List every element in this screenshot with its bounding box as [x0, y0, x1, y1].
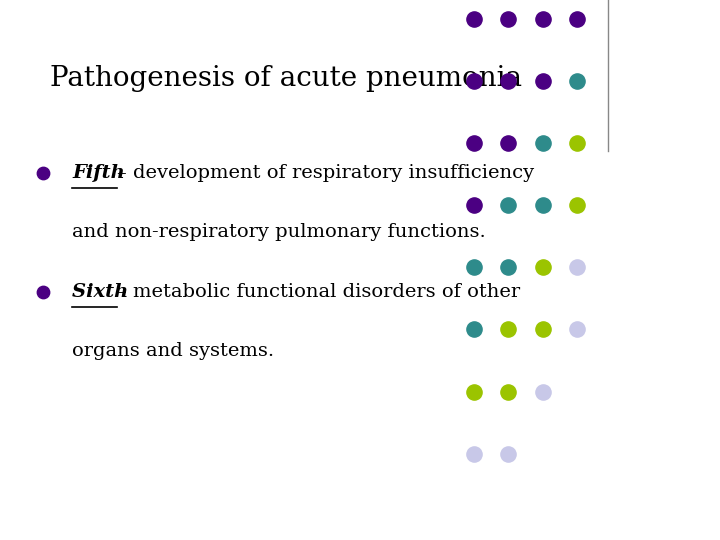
Text: – development of respiratory insufficiency: – development of respiratory insufficien… — [117, 164, 534, 182]
Point — [37, 287, 49, 296]
Point — [468, 139, 480, 147]
Point — [503, 15, 514, 23]
Point — [468, 387, 480, 396]
Point — [468, 325, 480, 334]
Point — [537, 387, 549, 396]
Point — [468, 201, 480, 210]
Point — [537, 263, 549, 272]
Point — [503, 139, 514, 147]
Point — [503, 449, 514, 458]
Point — [503, 387, 514, 396]
Point — [537, 139, 549, 147]
Text: Fifth: Fifth — [72, 164, 132, 182]
Point — [468, 449, 480, 458]
Point — [572, 77, 583, 85]
Point — [503, 263, 514, 272]
Point — [572, 325, 583, 334]
Point — [537, 325, 549, 334]
Text: organs and systems.: organs and systems. — [72, 342, 274, 360]
Point — [537, 201, 549, 210]
Point — [503, 77, 514, 85]
Point — [572, 139, 583, 147]
Point — [503, 201, 514, 210]
Text: and non-respiratory pulmonary functions.: and non-respiratory pulmonary functions. — [72, 223, 486, 241]
Point — [537, 77, 549, 85]
Point — [572, 263, 583, 272]
Point — [572, 15, 583, 23]
Point — [468, 263, 480, 272]
Point — [468, 15, 480, 23]
Point — [572, 201, 583, 210]
Point — [37, 168, 49, 177]
Text: Pathogenesis of acute pneumonia: Pathogenesis of acute pneumonia — [50, 65, 523, 92]
Text: Sixth: Sixth — [72, 282, 135, 301]
Point — [468, 77, 480, 85]
Point — [503, 325, 514, 334]
Text: – metabolic functional disorders of other: – metabolic functional disorders of othe… — [117, 282, 521, 301]
Point — [537, 15, 549, 23]
